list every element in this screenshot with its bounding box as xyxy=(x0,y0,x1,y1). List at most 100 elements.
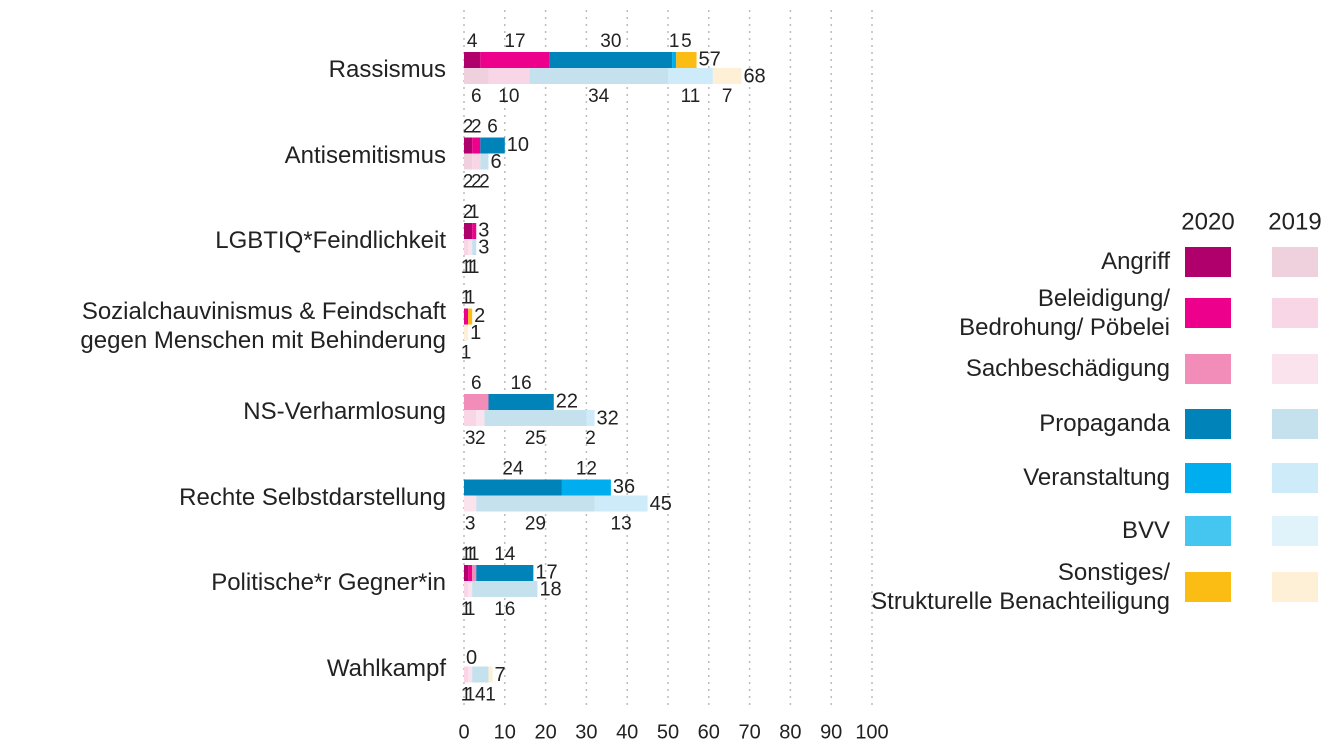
segment-label: 5 xyxy=(681,31,692,52)
segment-label: 6 xyxy=(487,117,498,138)
segment-label: 4 xyxy=(475,685,486,706)
bar-segment xyxy=(464,394,489,410)
category-label: Antisemitismus xyxy=(284,141,446,169)
category-label: Rassismus xyxy=(328,56,446,83)
total-label: 45 xyxy=(650,493,672,515)
segment-label: 25 xyxy=(525,428,546,449)
segment-label: 1 xyxy=(669,31,680,52)
legend-label: Angriff xyxy=(1101,248,1170,275)
segment-label: 10 xyxy=(498,86,519,107)
legend-year: 2020 xyxy=(1181,208,1234,235)
segment-label: 1 xyxy=(465,544,476,565)
segment-label: 11 xyxy=(681,86,701,107)
legend-label: Propaganda xyxy=(1039,410,1170,437)
bar-segment xyxy=(464,223,473,239)
segment-label: 1 xyxy=(461,257,472,278)
bar-segment xyxy=(476,410,485,426)
segment-label: 1 xyxy=(461,685,472,706)
legend-swatch xyxy=(1272,409,1318,439)
segment-label: 1 xyxy=(469,202,480,223)
category-label: Rechte Selbstdarstellung xyxy=(179,483,446,511)
bar-segment xyxy=(480,52,550,68)
legend-swatch xyxy=(1185,572,1231,602)
segment-label: 6 xyxy=(471,373,482,394)
x-tick-label: 10 xyxy=(494,721,516,743)
segment-label: 3 xyxy=(465,514,476,535)
bar-segment xyxy=(464,324,469,341)
bar-segment xyxy=(464,153,473,170)
bar-segment xyxy=(464,239,469,255)
legend-swatch xyxy=(1185,409,1231,439)
segment-label: 30 xyxy=(600,31,621,52)
segment-label: 1 xyxy=(465,257,476,278)
total-label: 22 xyxy=(556,390,578,412)
segment-label: 1 xyxy=(461,288,472,309)
segment-label: 1 xyxy=(469,257,480,278)
x-tick-label: 80 xyxy=(779,721,801,743)
segment-label: 4 xyxy=(467,31,478,52)
bar-segment xyxy=(464,52,481,68)
segment-label: 2 xyxy=(463,202,474,223)
total-label: 57 xyxy=(699,48,721,70)
bar-segment xyxy=(476,495,595,512)
segment-label: 24 xyxy=(502,459,524,480)
x-tick-label: 40 xyxy=(616,721,638,743)
bar-segment xyxy=(464,495,477,512)
legend-swatch xyxy=(1185,247,1231,277)
x-tick-label: 70 xyxy=(738,721,760,743)
legend-swatch xyxy=(1272,354,1318,384)
category-label: Politische*r Gegner*in xyxy=(211,569,446,596)
total-label: 0 xyxy=(466,647,477,669)
bar-segment xyxy=(488,68,530,84)
bar-segment xyxy=(472,223,477,239)
x-tick-label: 50 xyxy=(657,721,679,743)
bar-segment xyxy=(464,410,477,426)
segment-label: 2 xyxy=(463,117,474,138)
segment-label: 2 xyxy=(471,172,482,193)
bar-segment xyxy=(472,565,477,581)
legend-swatch xyxy=(1272,572,1318,602)
segment-label: 2 xyxy=(471,117,482,138)
total-label: 68 xyxy=(743,65,765,87)
legend-swatch xyxy=(1272,247,1318,277)
total-label: 1 xyxy=(470,322,481,344)
bar-segment xyxy=(668,68,713,84)
segment-label: 1 xyxy=(461,343,472,364)
total-label: 10 xyxy=(507,134,529,156)
bar-segment xyxy=(464,68,489,84)
x-tick-label: 90 xyxy=(820,721,842,743)
segment-label: 1 xyxy=(469,544,480,565)
segment-label: 1 xyxy=(461,544,472,565)
legend-label: Sonstiges/ Strukturelle Benachteiligung xyxy=(871,558,1170,615)
x-tick-label: 30 xyxy=(575,721,597,743)
legend-swatch xyxy=(1272,298,1318,328)
total-label: 18 xyxy=(539,578,561,600)
segment-label: 7 xyxy=(722,86,733,107)
x-tick-label: 20 xyxy=(534,721,556,743)
total-label: 3 xyxy=(478,219,489,241)
bar-segment xyxy=(561,479,611,496)
total-label: 36 xyxy=(613,476,635,498)
segment-label: 14 xyxy=(494,544,516,565)
bar-segment xyxy=(476,565,534,581)
bar-segment xyxy=(464,137,473,154)
segment-label: 29 xyxy=(525,514,546,535)
bar-segment xyxy=(472,153,481,170)
bar-segment xyxy=(488,394,554,410)
total-label: 32 xyxy=(597,407,619,429)
bar-segment xyxy=(464,479,562,496)
segment-label: 1 xyxy=(465,599,476,620)
bar-segment xyxy=(488,666,493,683)
bar-segment xyxy=(594,495,648,512)
segment-label: 1 xyxy=(485,685,496,706)
legend-swatch xyxy=(1185,516,1231,546)
legend-label: Veranstaltung xyxy=(1023,464,1170,491)
total-label: 6 xyxy=(490,151,501,173)
bar-segment xyxy=(529,68,668,84)
legend-swatch xyxy=(1185,463,1231,493)
bar-segment xyxy=(464,308,469,325)
segment-label: 1 xyxy=(465,288,476,309)
bar-segment xyxy=(464,666,469,683)
